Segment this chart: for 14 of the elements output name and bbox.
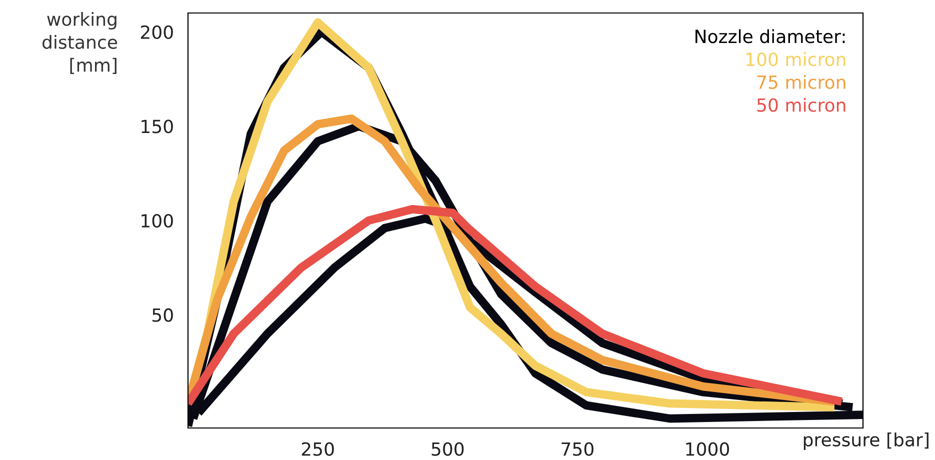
y-tick-label: 50 <box>152 308 173 322</box>
x-tick-label: 750 <box>562 442 594 456</box>
x-tick-label: 250 <box>302 442 334 456</box>
x-tick-label: 500 <box>432 442 464 456</box>
text: 75 micron <box>757 75 846 90</box>
y-axis-title: working distance [mm] <box>42 12 118 74</box>
x-tick-label: 1000 <box>686 442 730 456</box>
x-axis-title: pressure [bar] <box>804 432 928 450</box>
y-tick-label: 200 <box>140 25 173 39</box>
y-tick-label: 150 <box>142 120 173 134</box>
y-tick-label: 100 <box>142 214 173 228</box>
legend-title: Nozzle diameter: <box>696 29 845 44</box>
text: 100 micron <box>746 52 846 66</box>
text: 50 micron <box>757 98 846 112</box>
